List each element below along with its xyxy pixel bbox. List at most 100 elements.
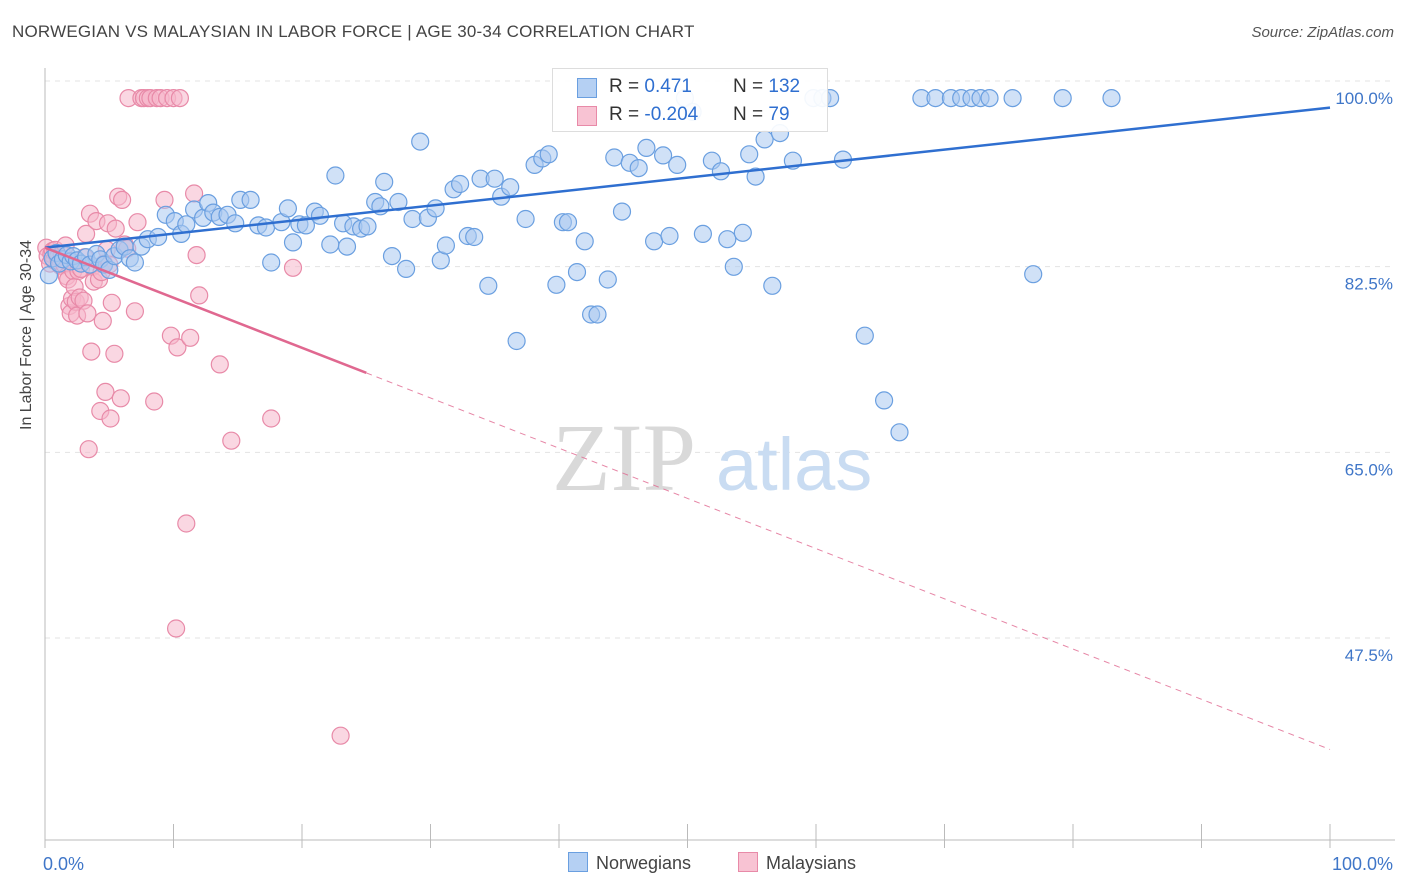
norwegian-point <box>558 213 578 232</box>
norwegian-point <box>539 145 558 164</box>
norwegian-point <box>436 236 455 255</box>
malaysian-point <box>331 726 350 745</box>
norwegian-point <box>397 259 416 278</box>
norwegian-n: N = 132 <box>733 76 801 97</box>
norwegian-point <box>501 178 520 197</box>
norwegian-swatch <box>577 78 597 98</box>
norwegian-point <box>321 235 340 254</box>
norwegian-point <box>567 263 587 282</box>
norwegian-point <box>693 224 713 243</box>
malaysian-point <box>181 328 200 347</box>
norwegian-point <box>724 257 743 276</box>
axes: 0.0% 100.0% <box>43 68 1395 874</box>
norwegian-point <box>451 174 470 194</box>
malaysian-point <box>168 338 187 357</box>
norwegian-point <box>375 172 394 191</box>
norwegian-point <box>763 276 782 295</box>
norwegian-point <box>283 233 303 252</box>
malaysian-point <box>170 88 189 108</box>
norwegian-point <box>411 132 430 151</box>
norwegian-point <box>547 275 566 294</box>
legend-item-malaysians[interactable]: Malaysians <box>738 852 856 874</box>
norwegian-point <box>740 145 759 164</box>
legend-item-norwegians[interactable]: Norwegians <box>568 852 691 874</box>
malaysian-point <box>262 409 281 428</box>
y-tick-label: 100.0% <box>1335 89 1393 108</box>
norwegian-point <box>226 214 245 233</box>
y-tick-label: 65.0% <box>1345 460 1393 479</box>
malaysian-points <box>37 88 350 745</box>
norwegian-point <box>241 190 260 209</box>
norwegian-point <box>389 192 408 212</box>
malaysian-point <box>79 440 98 459</box>
malaysian-point <box>283 258 303 277</box>
malaysian-point <box>105 344 124 363</box>
norwegian-point <box>711 162 731 181</box>
y-tick-label: 82.5% <box>1345 275 1393 294</box>
norwegian-point <box>1003 88 1022 108</box>
malaysian-point <box>222 431 241 450</box>
norwegians-swatch <box>568 852 588 872</box>
norwegian-point <box>660 226 679 246</box>
malaysian-point <box>101 409 120 428</box>
norwegian-point <box>755 130 774 149</box>
norwegian-point <box>855 326 874 345</box>
norwegian-point <box>653 146 673 165</box>
malaysian-trend-line-dashed <box>366 372 1331 750</box>
norwegian-point <box>262 253 281 272</box>
norwegian-point <box>733 223 752 242</box>
source-label: Source: ZipAtlas.com <box>1251 24 1394 41</box>
watermark-zip: ZIP <box>552 404 696 511</box>
norwegian-point <box>479 276 498 295</box>
stats-legend: R = 0.471 N = 132 R = -0.204 N = 79 <box>552 68 828 132</box>
malaysian-point <box>210 355 229 374</box>
norwegian-r: R = 0.471 <box>609 76 692 97</box>
watermark-atlas: atlas <box>716 423 872 506</box>
malaysian-point <box>190 286 209 305</box>
norwegian-point <box>746 167 765 186</box>
malaysian-point <box>112 190 132 209</box>
y-tick-labels: 100.0% 82.5% 65.0% 47.5% <box>1335 89 1393 665</box>
norwegian-point <box>1102 88 1121 108</box>
norwegian-point <box>358 217 377 236</box>
norwegian-point <box>326 166 345 185</box>
x-tick-label-left: 0.0% <box>43 854 84 874</box>
malaysian-point <box>145 392 164 411</box>
malaysian-point <box>78 304 97 323</box>
norwegian-point <box>403 209 422 229</box>
norwegian-point <box>256 218 276 237</box>
malaysian-point <box>102 293 121 312</box>
malaysian-point <box>111 389 130 408</box>
malaysians-label: Malaysians <box>766 853 857 873</box>
malaysian-point <box>93 311 112 330</box>
norwegian-points <box>39 88 1121 442</box>
norwegian-point <box>598 270 617 289</box>
malaysian-point <box>96 382 115 401</box>
malaysian-r: R = -0.204 <box>609 104 699 125</box>
norwegian-point <box>382 247 402 266</box>
norwegian-trend-line <box>44 106 1331 249</box>
malaysian-trend-line-solid <box>44 246 367 375</box>
malaysian-point <box>128 213 147 232</box>
x-tick-label-right: 100.0% <box>1332 854 1393 874</box>
norwegian-point <box>874 391 894 410</box>
malaysian-point <box>187 246 206 265</box>
norwegian-point <box>637 138 656 157</box>
malaysian-point <box>167 619 186 638</box>
y-tick-label: 47.5% <box>1345 646 1393 665</box>
malaysians-swatch <box>738 852 758 872</box>
norwegian-point <box>605 148 624 167</box>
y-axis-label: In Labor Force | Age 30-34 <box>18 239 35 430</box>
chart-title: NORWEGIAN VS MALAYSIAN IN LABOR FORCE | … <box>12 22 695 41</box>
norwegian-point <box>296 216 315 235</box>
norwegian-point <box>575 232 594 251</box>
norwegian-point <box>465 227 484 247</box>
norwegian-point <box>588 305 607 324</box>
zipatlas-watermark: ZIP atlas <box>552 404 872 511</box>
malaysian-point <box>177 514 196 533</box>
norwegian-point <box>644 232 664 251</box>
norwegian-point <box>629 159 648 178</box>
norwegian-point <box>980 88 999 108</box>
norwegian-point <box>612 202 632 221</box>
